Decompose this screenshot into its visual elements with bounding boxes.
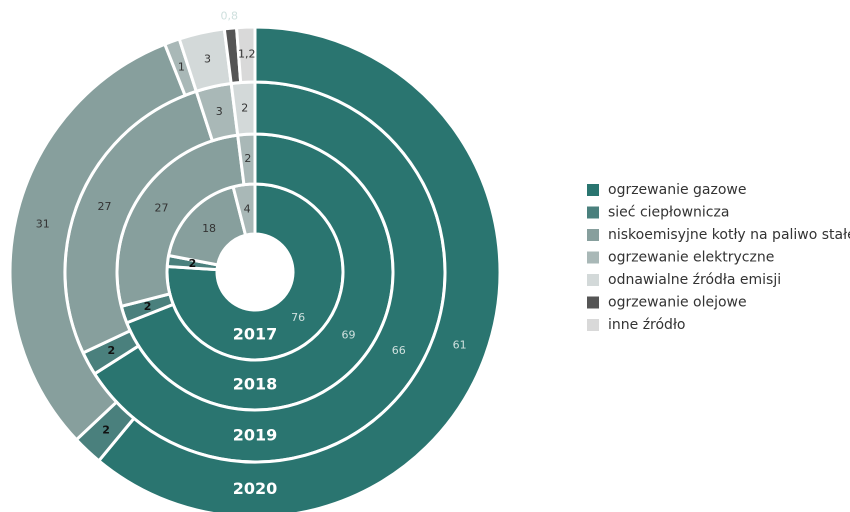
- value-label: 2: [102, 424, 110, 437]
- value-label: 2: [144, 300, 152, 313]
- ring-year-label: 2018: [233, 375, 278, 394]
- legend-label: ogrzewanie gazowe: [608, 182, 746, 198]
- value-label: 69: [341, 329, 355, 342]
- value-label: 4: [244, 202, 251, 215]
- value-label: 3: [216, 105, 223, 118]
- value-label: 1: [178, 60, 185, 73]
- ring-year-label: 2020: [233, 479, 278, 498]
- legend-swatch: [587, 251, 599, 264]
- legend-label: odnawialne źródła emisji: [608, 272, 781, 288]
- value-label: 2: [189, 257, 197, 270]
- value-label: 66: [392, 344, 406, 357]
- value-label: 1,2: [238, 48, 256, 61]
- labels: 76 2 18 4 2017 69 2 27 2 2018 66 2 27 3 2 2019 61 2 31 1 3 0,…: [36, 9, 467, 498]
- value-label: 31: [36, 218, 50, 231]
- value-label: 27: [155, 201, 169, 214]
- value-label: 0,8: [220, 9, 238, 22]
- ring-segment: [234, 25, 257, 85]
- value-label: 2: [107, 344, 115, 357]
- legend-swatch: [587, 319, 599, 331]
- ring-year-label: 2017: [233, 325, 278, 344]
- legend-swatch: [587, 229, 599, 241]
- legend-label: ogrzewanie olejowe: [608, 295, 747, 311]
- segments: [8, 25, 502, 512]
- ring-year-label: 2019: [233, 426, 278, 445]
- legend-label: niskoemisyjne kotły na paliwo stałe: [608, 227, 850, 243]
- value-label: 27: [97, 200, 111, 213]
- legend-swatch: [587, 296, 599, 309]
- value-label: 76: [291, 311, 305, 324]
- legend-label: sieć ciepłownicza: [608, 205, 729, 221]
- value-label: 61: [453, 339, 467, 352]
- legend-label: ogrzewanie elektryczne: [608, 250, 774, 266]
- legend-swatch: [587, 184, 599, 196]
- value-label: 3: [204, 53, 211, 66]
- value-label: 2: [244, 152, 251, 165]
- ring-segment: [96, 25, 502, 512]
- legend-swatch: [587, 206, 599, 219]
- value-label: 2: [241, 101, 248, 114]
- legend-swatch: [587, 274, 599, 286]
- value-label: 18: [202, 222, 216, 235]
- legend-label: inne źródło: [608, 317, 686, 333]
